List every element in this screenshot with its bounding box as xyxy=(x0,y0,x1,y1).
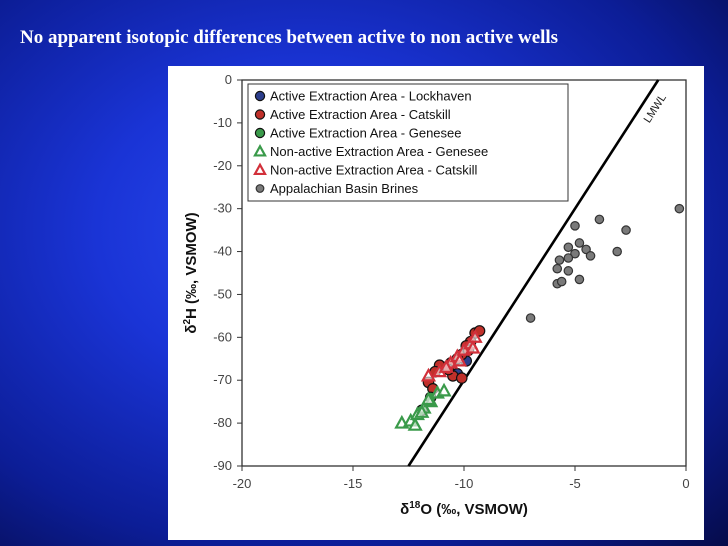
data-point xyxy=(414,404,430,418)
x-tick-label: -20 xyxy=(233,476,252,491)
data-point xyxy=(420,391,437,406)
y-tick-label: -10 xyxy=(213,115,232,130)
data-point xyxy=(563,253,574,263)
data-point xyxy=(407,417,423,431)
legend-label: Non-active Extraction Area - Genesee xyxy=(270,144,488,159)
y-tick-label: -50 xyxy=(213,286,232,301)
data-point xyxy=(581,244,591,255)
data-point xyxy=(594,214,605,225)
legend-label: Non-active Extraction Area - Catskill xyxy=(270,163,477,178)
series-4 xyxy=(420,329,483,382)
data-point xyxy=(438,359,454,373)
legend-label: Appalachian Basin Brines xyxy=(270,181,419,196)
data-point xyxy=(465,339,481,354)
y-tick-label: -80 xyxy=(213,415,232,430)
x-tick-label: -15 xyxy=(344,476,363,491)
series-5 xyxy=(525,203,685,323)
legend-label: Active Extraction Area - Catskill xyxy=(270,107,451,122)
data-point xyxy=(455,372,468,384)
x-tick-label: -10 xyxy=(455,476,474,491)
data-point xyxy=(621,225,631,235)
x-tick-label: 0 xyxy=(682,476,689,491)
data-point xyxy=(451,352,468,367)
data-point xyxy=(674,203,685,214)
data-point xyxy=(612,246,622,257)
y-tick-label: -20 xyxy=(213,158,232,173)
y-tick-label: -60 xyxy=(213,329,232,344)
data-point xyxy=(554,255,565,265)
lmwl-line xyxy=(407,79,660,467)
data-point xyxy=(570,248,580,259)
y-tick-label: -90 xyxy=(213,458,232,473)
data-point xyxy=(563,242,574,253)
data-point xyxy=(525,313,536,323)
data-point xyxy=(556,276,567,287)
legend-marker xyxy=(253,143,267,157)
data-point xyxy=(574,274,585,285)
legend-label: Active Extraction Area - Lockhaven xyxy=(270,89,472,104)
legend-marker xyxy=(255,184,265,193)
data-point xyxy=(570,221,580,231)
legend-marker xyxy=(254,109,266,120)
y-tick-label: -30 xyxy=(213,201,232,216)
data-point xyxy=(467,329,483,343)
legend-marker xyxy=(253,162,267,176)
series-3 xyxy=(394,382,452,431)
y-tick-label: -70 xyxy=(213,372,232,387)
data-point xyxy=(563,266,574,276)
chart-panel: -20 -15 -10 -5 0 0 -10 -20 -30 -40 -50 -60 -70 -80 -90… xyxy=(168,66,704,540)
y-tick-label: -40 xyxy=(213,244,232,259)
data-point xyxy=(552,263,563,274)
legend-box xyxy=(247,83,569,202)
data-point xyxy=(420,367,437,382)
data-point xyxy=(436,382,452,397)
legend-marker xyxy=(254,127,266,139)
y-tick-label: 0 xyxy=(225,72,232,87)
legend-marker xyxy=(254,90,266,102)
data-point xyxy=(585,251,596,261)
x-tick-label: -5 xyxy=(569,476,581,491)
data-point xyxy=(574,238,585,248)
x-axis-title: δ18O (‰, VSMOW) xyxy=(400,500,528,518)
scatter-chart: -20 -15 -10 -5 00-10-20-30-40-50-60-70-80-90… xyxy=(182,72,690,518)
slide-title: No apparent isotopic differences between… xyxy=(20,27,559,48)
legend-label: Active Extraction Area - Genesee xyxy=(270,126,461,141)
y-axis-title: δ2H (‰, VSMOW) xyxy=(182,212,200,333)
